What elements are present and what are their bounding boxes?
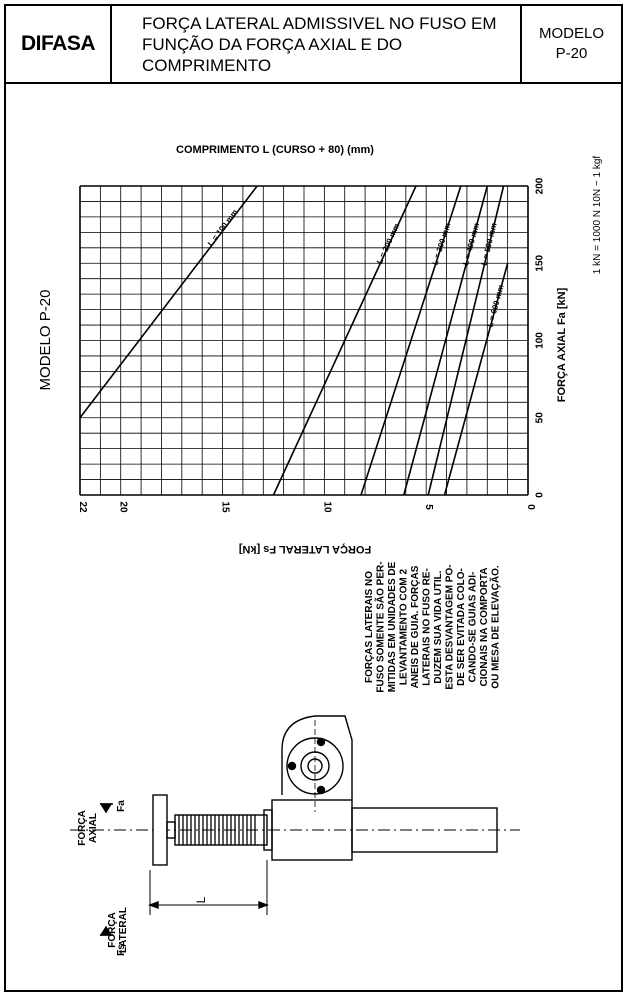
series-line-4 (403, 185, 489, 496)
model-block: MODELO P-20 (522, 6, 621, 82)
axial-force-label-2: AXIAL (88, 813, 99, 843)
model-label: MODELO (538, 25, 604, 42)
screw-thread (178, 815, 256, 845)
note-line: FUSO SOMENTE SÃO PER- (374, 561, 387, 692)
length-symbol: L (194, 896, 208, 903)
side-model-label: MODELO P-20 (37, 290, 54, 391)
note-line: MITIDAS EM UNIDADES DE (387, 561, 398, 692)
y-tick-label: 200 (535, 177, 546, 194)
note-line: FORÇAS LATERAIS NO (364, 571, 375, 683)
x-tick-label: 10 (321, 501, 332, 513)
lateral-force-symbol: Fs (116, 944, 127, 956)
y-tick-label: 50 (535, 412, 546, 424)
y-tick-label: 150 (535, 254, 546, 271)
drawing-sheet: DIFASA FORÇA LATERAL ADMISSIVEL NO FUSO … (4, 4, 623, 992)
y-tick-label: 0 (535, 492, 546, 498)
axial-force-symbol: Fa (116, 800, 127, 812)
series-line-6 (443, 263, 509, 496)
note-line: OU MESA DE ELEVAÇÃO. (489, 565, 502, 689)
series-label-3: L = 300 mm (430, 222, 452, 266)
notes-block: FORÇAS LATERAIS NO FUSO SOMENTE SÃO PER- M… (364, 561, 502, 692)
note-line: CANDO-SE GUIAS ADI- (468, 572, 479, 683)
x-tick-label: 0 (525, 504, 536, 510)
title-block: DIFASA FORÇA LATERAL ADMISSIVEL NO FUSO … (6, 6, 621, 84)
series-line-5 (427, 185, 505, 496)
note-line: ESTA DESVANTAGEM PO- (445, 564, 456, 689)
note-line: DE SER EVITADA COLO- (456, 568, 467, 686)
series-label-2: L = 200 mm (375, 222, 401, 265)
title-line-2: FUNÇÃO DA FORÇA AXIAL E DO COMPRIMENTO (142, 34, 403, 75)
sheet-title: FORÇA LATERAL ADMISSIVEL NO FUSO EM FUNÇ… (112, 6, 522, 82)
y-axis-label: FORÇA AXIAL Fa [kN] (556, 287, 568, 402)
series-label-6: L = 600 mm (486, 284, 506, 328)
y-tick-label: 100 (535, 332, 546, 349)
chart-grid (79, 185, 529, 496)
x-axis-label: FORÇA LATERAL Fs [kN] (238, 543, 371, 555)
note-line: CIONAIS NA COMPORTA (479, 568, 490, 687)
series-line-3 (360, 185, 462, 496)
x-tick-label: 5 (423, 504, 434, 510)
axial-force-label-1: FORÇA (77, 810, 88, 846)
brand-logo: DIFASA (6, 6, 112, 82)
chart-labels: 0 5 10 15 20 22 0 50 100 150 200 (77, 177, 546, 513)
x-tick-label: 22 (77, 501, 88, 513)
chart-title: COMPRIMENTO L (CURSO + 80) (mm) (176, 144, 374, 156)
note-line: LEVANTAMENTO COM 2 (399, 569, 410, 686)
note-line: LATERAIS NO FUSO RE- (422, 568, 433, 686)
model-value: P-20 (555, 45, 588, 62)
note-line: ANEIS DE GUIA. FORÇAS (410, 565, 421, 688)
title-line-1: FORÇA LATERAL ADMISSIVEL NO FUSO EM (142, 13, 497, 33)
series-line-1 (79, 185, 258, 419)
x-tick-label: 20 (118, 501, 129, 513)
units-note: 1 kN = 1000 N 10N ~ 1 kgf (592, 156, 603, 275)
lateral-force-label-2: LATERAL (118, 907, 129, 953)
series-line-2 (272, 185, 417, 496)
series-label-4: L = 400 mm (461, 222, 481, 266)
lateral-force-label-1: FORÇA (107, 912, 118, 948)
note-line: DUZEM SUA VIDA UTIL. (433, 570, 444, 683)
x-tick-label: 15 (220, 501, 231, 513)
screw-jack-drawing (70, 715, 520, 936)
series-label-5: L = 500 mm (480, 222, 499, 267)
